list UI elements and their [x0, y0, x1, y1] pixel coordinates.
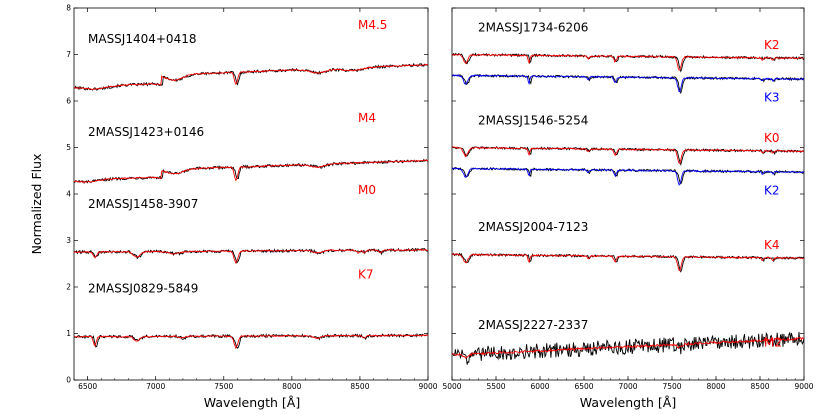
spectral-type-label: M4.5 — [358, 18, 387, 32]
template-spectrum-line — [73, 63, 429, 90]
template-spectrum-line — [451, 167, 805, 186]
spectral-type-label: M4 — [358, 111, 376, 125]
spectral-type-label: K4 — [764, 238, 780, 252]
star-name-label: 2MASSJ2227-2337 — [478, 318, 588, 332]
spectral-type-label: K7 — [358, 268, 374, 282]
spectrum-group: K2 K3 2MASSJ1734-6206 — [451, 20, 805, 105]
x-tick-label: 5000 — [442, 382, 461, 391]
observed-spectrum-line — [451, 331, 805, 365]
spectrum-group: K0 K2 2MASSJ1546-5254 — [451, 113, 805, 198]
x-tick-label: 8000 — [282, 382, 301, 391]
y-tick-label: 6 — [66, 97, 71, 106]
y-tick-label: 1 — [66, 329, 71, 338]
observed-spectrum-line — [73, 247, 429, 264]
y-tick-label: 0 — [66, 376, 71, 385]
spectrum-group: K4 2MASSJ2004-7123 — [451, 220, 805, 273]
y-tick-label: 5 — [66, 143, 71, 152]
star-name-label: 2MASSJ1734-6206 — [478, 20, 588, 34]
x-tick-label: 7000 — [146, 382, 165, 391]
star-name-label: 2MASSJ1546-5254 — [478, 113, 588, 127]
spectrum-group: 2MASSJ0829-5849 K7 — [73, 268, 429, 350]
x-axis-label-left: Wavelength [Å] — [204, 395, 300, 410]
spectral-type-label: K2 — [764, 184, 780, 198]
x-tick-label: 6500 — [574, 382, 593, 391]
template-spectrum-line — [451, 53, 805, 71]
star-name-label: 2MASSJ0829-5849 — [88, 282, 198, 296]
x-tick-label: 6500 — [78, 382, 97, 391]
spectral-type-label: K2 — [764, 38, 780, 52]
x-tick-label: 8000 — [706, 382, 725, 391]
spectrum-group: 2MASSJ1458-3907 M0 — [73, 183, 429, 264]
left-panel: 6500 7000 7500 8000 8500 9000012345678MASSJ14… — [66, 4, 438, 392]
x-tick-label: 9000 — [418, 382, 437, 391]
spectral-type-label: M0 — [358, 183, 376, 197]
x-tick-label: 8500 — [750, 382, 769, 391]
y-tick-label: 7 — [66, 50, 71, 59]
template-spectrum-line — [74, 159, 429, 184]
template-spectrum-line — [451, 146, 805, 164]
x-axis-label-right: Wavelength [Å] — [580, 395, 676, 410]
y-axis-label: Normalized Flux — [29, 154, 44, 255]
y-tick-label: 3 — [66, 236, 71, 245]
observed-spectrum-line — [73, 158, 428, 184]
template-spectrum-line — [451, 253, 805, 272]
x-tick-label: 7500 — [662, 382, 681, 391]
star-name-label: MASSJ1404+0418 — [88, 32, 196, 46]
y-tick-label: 2 — [66, 283, 71, 292]
y-tick-label: 8 — [66, 4, 71, 13]
spectrum-group: MASSJ1404+0418 M4.5 — [73, 18, 429, 91]
right-panel: 5000 5500 6000 6500 7000 7500 8000 8500 9000 K2 K3… — [442, 7, 814, 391]
template-spectrum-line — [451, 74, 805, 93]
template-spectrum-line — [451, 337, 805, 359]
spectral-type-label: K0 — [764, 131, 780, 145]
spectrum-group: M2 2MASSJ2227-2337 — [451, 318, 805, 365]
x-tick-label: 7500 — [214, 382, 233, 391]
star-name-label: 2MASSJ1423+0146 — [88, 125, 204, 139]
x-tick-label: 9000 — [794, 382, 813, 391]
spectral-type-label: M2 — [764, 335, 782, 349]
star-name-label: 2MASSJ2004-7123 — [478, 220, 588, 234]
star-name-label: 2MASSJ1458-3907 — [88, 197, 198, 211]
template-spectrum-line — [73, 334, 429, 350]
x-tick-label: 7000 — [618, 382, 637, 391]
y-tick-label: 4 — [66, 190, 71, 199]
x-tick-label: 5500 — [486, 382, 505, 391]
spectral-type-label: K3 — [764, 91, 780, 105]
spectrum-group: 2MASSJ1423+0146 M4 — [73, 111, 429, 184]
template-spectrum-line — [73, 248, 428, 264]
x-tick-label: 8500 — [350, 382, 369, 391]
x-tick-label: 6000 — [530, 382, 549, 391]
